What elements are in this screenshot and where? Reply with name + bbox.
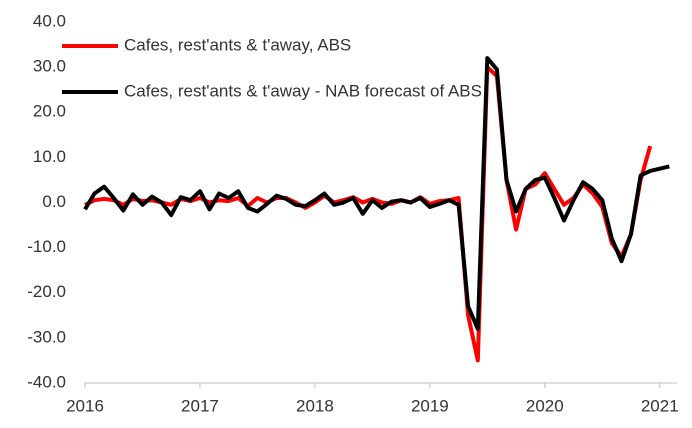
x-tick-label: 2019 [411, 396, 449, 415]
y-tick-label: 20.0 [33, 102, 66, 121]
x-tick-label: 2018 [296, 396, 334, 415]
legend-label: Cafes, rest'ants & t'away, ABS [124, 35, 351, 54]
x-tick-label: 2016 [66, 396, 104, 415]
y-tick-label: 40.0 [33, 11, 66, 30]
y-tick-label: 30.0 [33, 57, 66, 76]
y-tick-label: -30.0 [27, 327, 66, 346]
y-tick-label: 10.0 [33, 147, 66, 166]
x-tick-label: 2021 [641, 396, 679, 415]
y-tick-label: -20.0 [27, 282, 66, 301]
series-line [83, 56, 670, 331]
x-tick-label: 2017 [181, 396, 219, 415]
y-tick-label: -10.0 [27, 237, 66, 256]
y-tick-label: 0.0 [42, 192, 66, 211]
x-tick-label: 2020 [526, 396, 564, 415]
legend-label: Cafes, rest'ants & t'away - NAB forecast… [124, 81, 482, 100]
y-tick-label: -40.0 [27, 372, 66, 391]
